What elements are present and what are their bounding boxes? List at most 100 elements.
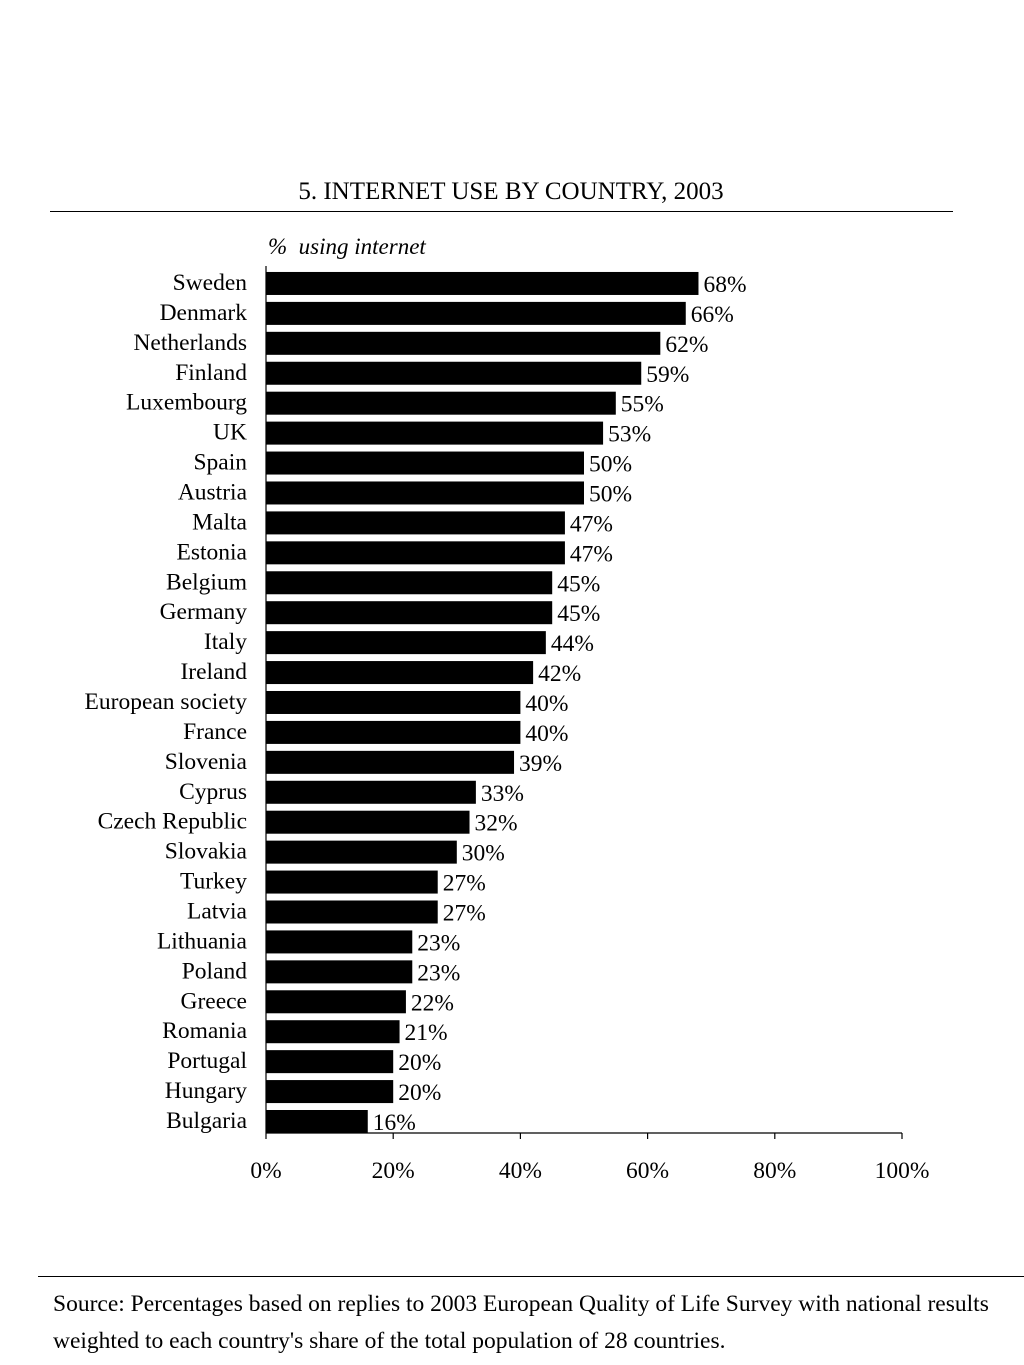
- title-divider: [50, 211, 953, 212]
- category-label: Finland: [175, 360, 247, 386]
- data-label: 68%: [703, 272, 746, 298]
- x-tick-label: 60%: [626, 1158, 669, 1184]
- footer-divider: [38, 1276, 1024, 1277]
- data-label: 16%: [373, 1110, 416, 1136]
- bar: [266, 1110, 368, 1134]
- data-label: 27%: [443, 900, 486, 926]
- data-label: 20%: [398, 1050, 441, 1076]
- bar: [266, 571, 553, 595]
- y-axis-unit-label: % using internet: [268, 234, 426, 259]
- bar: [266, 631, 546, 655]
- bar: [266, 720, 521, 744]
- data-label: 32%: [475, 811, 518, 837]
- category-label: Hungary: [165, 1078, 247, 1104]
- data-label: 42%: [538, 661, 581, 687]
- chart-title: 5. INTERNET USE BY COUNTRY, 2003: [298, 178, 724, 205]
- bar: [266, 331, 661, 355]
- category-label: Germany: [160, 599, 248, 625]
- category-label: Netherlands: [133, 330, 247, 356]
- data-label: 62%: [665, 332, 708, 358]
- data-label: 40%: [525, 721, 568, 747]
- data-label: 45%: [557, 571, 600, 597]
- data-label: 30%: [462, 841, 505, 867]
- bar: [266, 451, 584, 475]
- category-label: Greece: [180, 988, 247, 1014]
- bar: [266, 1080, 394, 1104]
- category-label: Czech Republic: [98, 809, 247, 835]
- bar: [266, 990, 406, 1014]
- source-note: Source: Percentages based on replies to …: [53, 1291, 989, 1354]
- category-label: Sweden: [173, 270, 248, 296]
- bar: [266, 900, 438, 924]
- data-label: 23%: [417, 960, 460, 986]
- bars-group: Sweden 68% Denmark 66% Netherlands 62% Finland…: [85, 270, 747, 1136]
- bar: [266, 661, 534, 685]
- bar: [266, 690, 521, 714]
- category-label: Turkey: [180, 869, 247, 895]
- x-tick-label: 100%: [875, 1158, 930, 1184]
- bar: [266, 301, 686, 325]
- category-label: Austria: [178, 479, 248, 505]
- data-label: 66%: [691, 302, 734, 328]
- category-label: France: [183, 719, 247, 745]
- bar: [266, 930, 413, 954]
- bar: [266, 511, 565, 535]
- data-label: 33%: [481, 781, 524, 807]
- bar: [266, 271, 699, 295]
- category-label: Luxembourg: [126, 390, 247, 416]
- x-tick-label: 0%: [250, 1158, 281, 1184]
- data-label: 55%: [621, 392, 664, 418]
- data-label: 45%: [557, 601, 600, 627]
- bar: [266, 1020, 400, 1044]
- bar: [266, 361, 642, 385]
- data-label: 39%: [519, 751, 562, 777]
- bar: [266, 960, 413, 984]
- bar: [266, 391, 616, 415]
- category-label: Slovakia: [165, 839, 248, 865]
- data-label: 22%: [411, 990, 454, 1016]
- category-label: Spain: [193, 450, 247, 476]
- bar: [266, 541, 565, 565]
- bar: [266, 421, 604, 445]
- category-label: Slovenia: [165, 749, 248, 775]
- category-label: Belgium: [166, 569, 247, 595]
- data-label: 47%: [570, 511, 613, 537]
- category-label: Estonia: [177, 539, 248, 565]
- bar: [266, 1050, 394, 1074]
- category-label: Denmark: [160, 300, 248, 326]
- category-label: Poland: [182, 958, 248, 984]
- bar: [266, 870, 438, 894]
- data-label: 27%: [443, 871, 486, 897]
- category-label: Bulgaria: [166, 1108, 247, 1134]
- bar: [266, 780, 476, 804]
- category-label: Ireland: [180, 659, 247, 685]
- bar: [266, 810, 470, 834]
- x-axis: 0% 20% 40% 60% 80% 100%: [250, 266, 929, 1184]
- x-tick-label: 40%: [499, 1158, 542, 1184]
- data-label: 47%: [570, 541, 613, 567]
- category-label: Lithuania: [157, 928, 248, 954]
- bar: [266, 750, 515, 774]
- bar: [266, 601, 553, 625]
- x-tick-label: 20%: [372, 1158, 415, 1184]
- data-label: 23%: [417, 930, 460, 956]
- data-label: 50%: [589, 481, 632, 507]
- data-label: 20%: [398, 1080, 441, 1106]
- category-label: Malta: [192, 509, 247, 535]
- bar: [266, 481, 584, 505]
- bar: [266, 840, 457, 864]
- data-label: 44%: [551, 631, 594, 657]
- category-label: European society: [85, 689, 248, 715]
- data-label: 21%: [405, 1020, 448, 1046]
- category-label: UK: [213, 420, 247, 446]
- bar-chart: Sweden 68% Denmark 66% Netherlands 62% Finland…: [85, 266, 929, 1184]
- data-label: 53%: [608, 422, 651, 448]
- data-label: 40%: [525, 691, 568, 717]
- category-label: Portugal: [167, 1048, 247, 1074]
- data-label: 59%: [646, 362, 689, 388]
- x-tick-label: 80%: [753, 1158, 796, 1184]
- category-label: Italy: [204, 629, 247, 655]
- category-label: Romania: [162, 1018, 247, 1044]
- category-label: Latvia: [187, 898, 248, 924]
- data-label: 50%: [589, 452, 632, 478]
